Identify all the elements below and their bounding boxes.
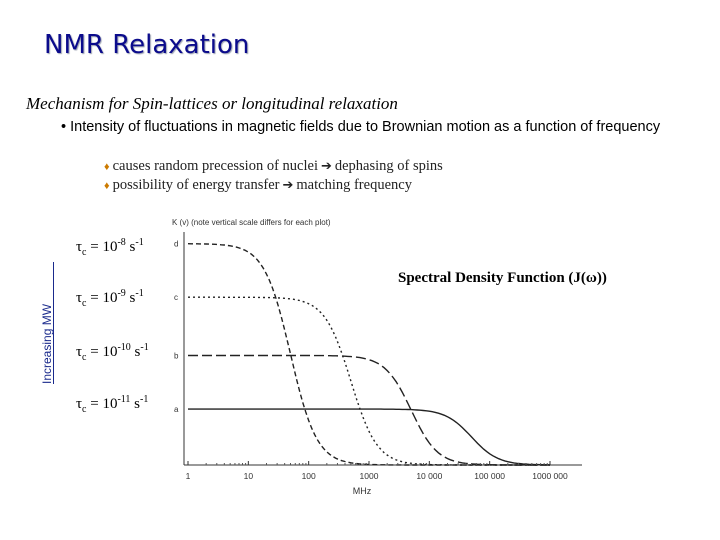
sub-item: ♦ possibility of energy transfer ➔ matching… [104,177,412,194]
curve-letter-d: d [174,240,178,249]
x-tick-label: 1000 [360,471,379,481]
curve-letter-c: c [174,293,178,302]
x-ticks-group: 1 10 100 1000 10 000 100 000 1000 000 [186,461,568,481]
curves-group [187,243,551,466]
x-tick-label: 100 000 [474,471,505,481]
tau-label-1: τc = 10-8 s-1 [76,237,144,258]
curve-a [188,408,551,466]
curve-b [188,354,550,466]
x-tick-label: 1000 000 [532,471,568,481]
x-tick-label: 10 000 [416,471,442,481]
x-tick-label: 1 [186,471,191,481]
tau-label-2: τc = 10-9 s-1 [76,288,144,309]
increasing-mw-label: Increasing MW [40,303,54,384]
bullet-text: • Intensity of fluctuations in magnetic … [61,119,661,135]
side-axis-line [53,262,54,384]
slide-subtitle: Mechanism for Spin-lattices or longitudi… [26,94,398,113]
curve-letters-group: d c b a [174,240,179,414]
spectral-density-plot: K (v) (note vertical scale differs for e… [172,218,582,496]
sub-item-text-b: matching frequency [296,177,412,193]
curve-letter-b: b [174,351,179,360]
sub-item-text-a: causes random precession of nuclei [112,158,318,174]
tau-label-3: τc = 10-10 s-1 [76,342,149,363]
plot-ylabel: K (v) (note vertical scale differs for e… [172,218,331,227]
sub-item-text-b: dephasing of spins [334,158,443,174]
x-tick-label: 10 [244,471,254,481]
sub-item: ♦ causes random precession of nuclei ➔ deph… [104,158,443,175]
spectral-density-label: Spectral Density Function (J(ω)) [398,270,607,286]
curve-c [188,296,550,466]
slide-title: NMR Relaxation [44,30,250,60]
arrow-right-icon: ➔ [282,178,294,193]
x-tick-label: 100 [302,471,316,481]
sub-item-text-a: possibility of energy transfer [112,177,280,193]
plot-xlabel: MHz [353,486,372,496]
tau-label-4: τc = 10-11 s-1 [76,394,149,415]
arrow-right-icon: ➔ [320,159,332,174]
diamond-bullet-icon: ♦ [104,161,110,173]
curve-letter-a: a [174,405,179,414]
diamond-bullet-icon: ♦ [104,180,110,192]
